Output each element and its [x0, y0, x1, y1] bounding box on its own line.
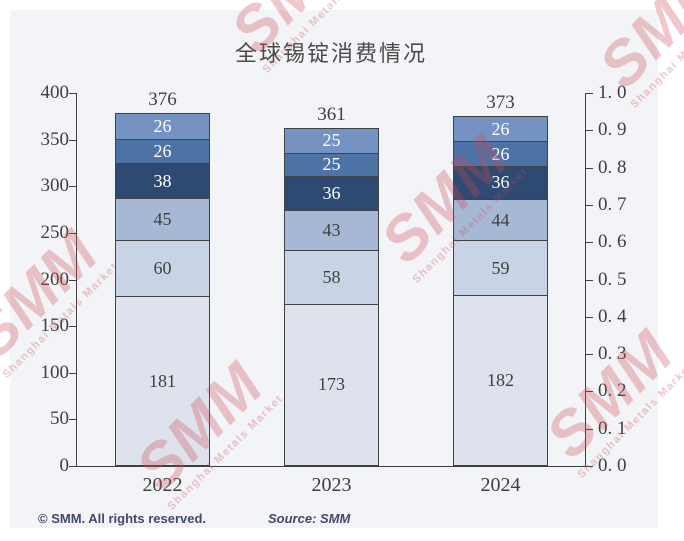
y-axis-left-tick-label: 100: [40, 361, 70, 383]
y-axis-right-tick-label: 0. 9: [598, 119, 627, 141]
segment-value-label: 26: [491, 143, 510, 164]
y-axis-right-tick: [586, 167, 593, 169]
bar-segment-2024: 182: [454, 295, 547, 465]
segment-value-label: 59: [491, 257, 510, 278]
y-axis-right-tick: [586, 428, 593, 430]
plot-area: 400 350 300 250 200 150 100 50 0 1. 0 0. 9 0. 8 0. 7…: [41, 82, 627, 496]
source-text: Source: SMM: [268, 511, 351, 526]
segment-value-label: 36: [322, 182, 341, 203]
bar-segment-2023: 173: [285, 303, 378, 465]
y-axis-right-tick-label: 0. 6: [598, 231, 627, 253]
segment-value-label: 173: [318, 374, 345, 395]
bar-segment-2022: 26: [116, 138, 209, 163]
bar-segment-2023: 43: [285, 209, 378, 250]
y-axis-right-tick: [586, 204, 593, 206]
y-axis-left-tick-label: 200: [40, 268, 70, 290]
bar-segment-2024: 26: [454, 141, 547, 166]
y-axis-right-tick-label: 0. 2: [598, 380, 627, 402]
y-axis-left-tick-label: 400: [40, 82, 70, 103]
bar-segment-2022: 26: [116, 114, 209, 139]
y-axis-left-tick: [69, 466, 76, 467]
y-axis-left-tick: [69, 186, 76, 188]
segment-value-label: 26: [153, 116, 172, 136]
bar-segment-2022: 38: [116, 162, 209, 199]
y-axis-left-tick: [69, 232, 76, 234]
y-axis-left-tick: [69, 419, 76, 421]
y-axis-right-tick: [586, 316, 593, 318]
y-axis-right-tick-label: 0. 7: [598, 193, 627, 215]
bar-segment-2022: 60: [116, 240, 209, 297]
segment-value-label: 45: [153, 209, 172, 230]
y-axis-right-tick-label: 0. 4: [598, 305, 627, 327]
y-axis-right-tick-label: 0. 1: [598, 417, 627, 439]
y-axis-left-line: [76, 93, 77, 467]
segment-value-label: 25: [322, 154, 341, 175]
bar-segment-2023: 36: [285, 175, 378, 210]
bar-total-label: 373: [486, 92, 515, 114]
y-axis-right-tick-label: 0. 0: [598, 455, 627, 476]
x-axis-label-2024: 2024: [480, 474, 521, 496]
y-axis-right-tick: [586, 391, 593, 393]
y-axis-left-tick-label: 250: [40, 221, 70, 243]
y-axis-right-tick: [586, 93, 593, 94]
bar-2024: 26 26 36 44 59 182: [453, 116, 548, 466]
bar-total-label: 376: [148, 89, 177, 111]
y-axis-right-tick: [586, 279, 593, 281]
segment-value-label: 60: [153, 258, 172, 279]
y-axis-left-tick: [69, 139, 76, 141]
y-axis-right-tick-label: 0. 5: [598, 268, 627, 290]
bar-segment-2024: 44: [454, 199, 547, 241]
x-axis-label-2022: 2022: [142, 474, 183, 496]
y-axis-right-tick: [586, 466, 593, 467]
bar-segment-2023: 25: [285, 129, 378, 153]
y-axis-right-tick-label: 0. 8: [598, 156, 627, 178]
y-axis-left-tick: [69, 279, 76, 281]
y-axis-left-tick-label: 0: [59, 455, 70, 476]
bar-2022: 26 26 38 45 60 181: [115, 113, 210, 466]
bar-segment-2023: 25: [285, 152, 378, 176]
bar-2023: 25 25 36 43 58 173: [284, 128, 379, 466]
y-axis-left-tick-label: 350: [40, 128, 70, 150]
y-axis-right-tick-label: 0. 3: [598, 343, 627, 365]
segment-value-label: 182: [487, 370, 514, 391]
y-axis-right-line: [585, 93, 586, 467]
x-axis-baseline: [76, 466, 586, 467]
bar-segment-2024: 36: [454, 165, 547, 200]
bar-segment-2022: 181: [116, 296, 209, 465]
y-axis-left-tick: [69, 93, 76, 94]
chart-title: 全球锡锭消费情况: [234, 41, 427, 66]
y-axis-right-tick: [586, 242, 593, 244]
y-axis-right-tick: [586, 130, 593, 132]
segment-value-label: 26: [153, 140, 172, 161]
y-axis-right-tick: [586, 354, 593, 356]
y-axis-left-tick: [69, 326, 76, 328]
y-axis-right-tick-label: 1. 0: [598, 82, 627, 103]
y-axis-left-tick-label: 50: [50, 408, 69, 430]
segment-value-label: 25: [322, 130, 341, 151]
bar-segment-2023: 58: [285, 249, 378, 304]
bar-segment-2024: 26: [454, 117, 547, 142]
y-axis-left-tick-label: 150: [40, 315, 70, 337]
segment-value-label: 38: [153, 170, 172, 191]
bar-segment-2024: 59: [454, 240, 547, 296]
y-axis-left-tick: [69, 372, 76, 374]
segment-value-label: 58: [322, 266, 341, 287]
segment-value-label: 44: [491, 209, 510, 230]
segment-value-label: 36: [491, 172, 510, 193]
segment-value-label: 26: [491, 118, 510, 139]
bar-segment-2022: 45: [116, 198, 209, 241]
segment-value-label: 181: [149, 370, 176, 391]
segment-value-label: 43: [322, 219, 341, 240]
bar-total-label: 361: [317, 104, 346, 126]
x-axis-label-2023: 2023: [311, 474, 352, 496]
copyright-text: © SMM. All rights reserved.: [38, 511, 207, 526]
y-axis-left-tick-label: 300: [40, 175, 70, 197]
